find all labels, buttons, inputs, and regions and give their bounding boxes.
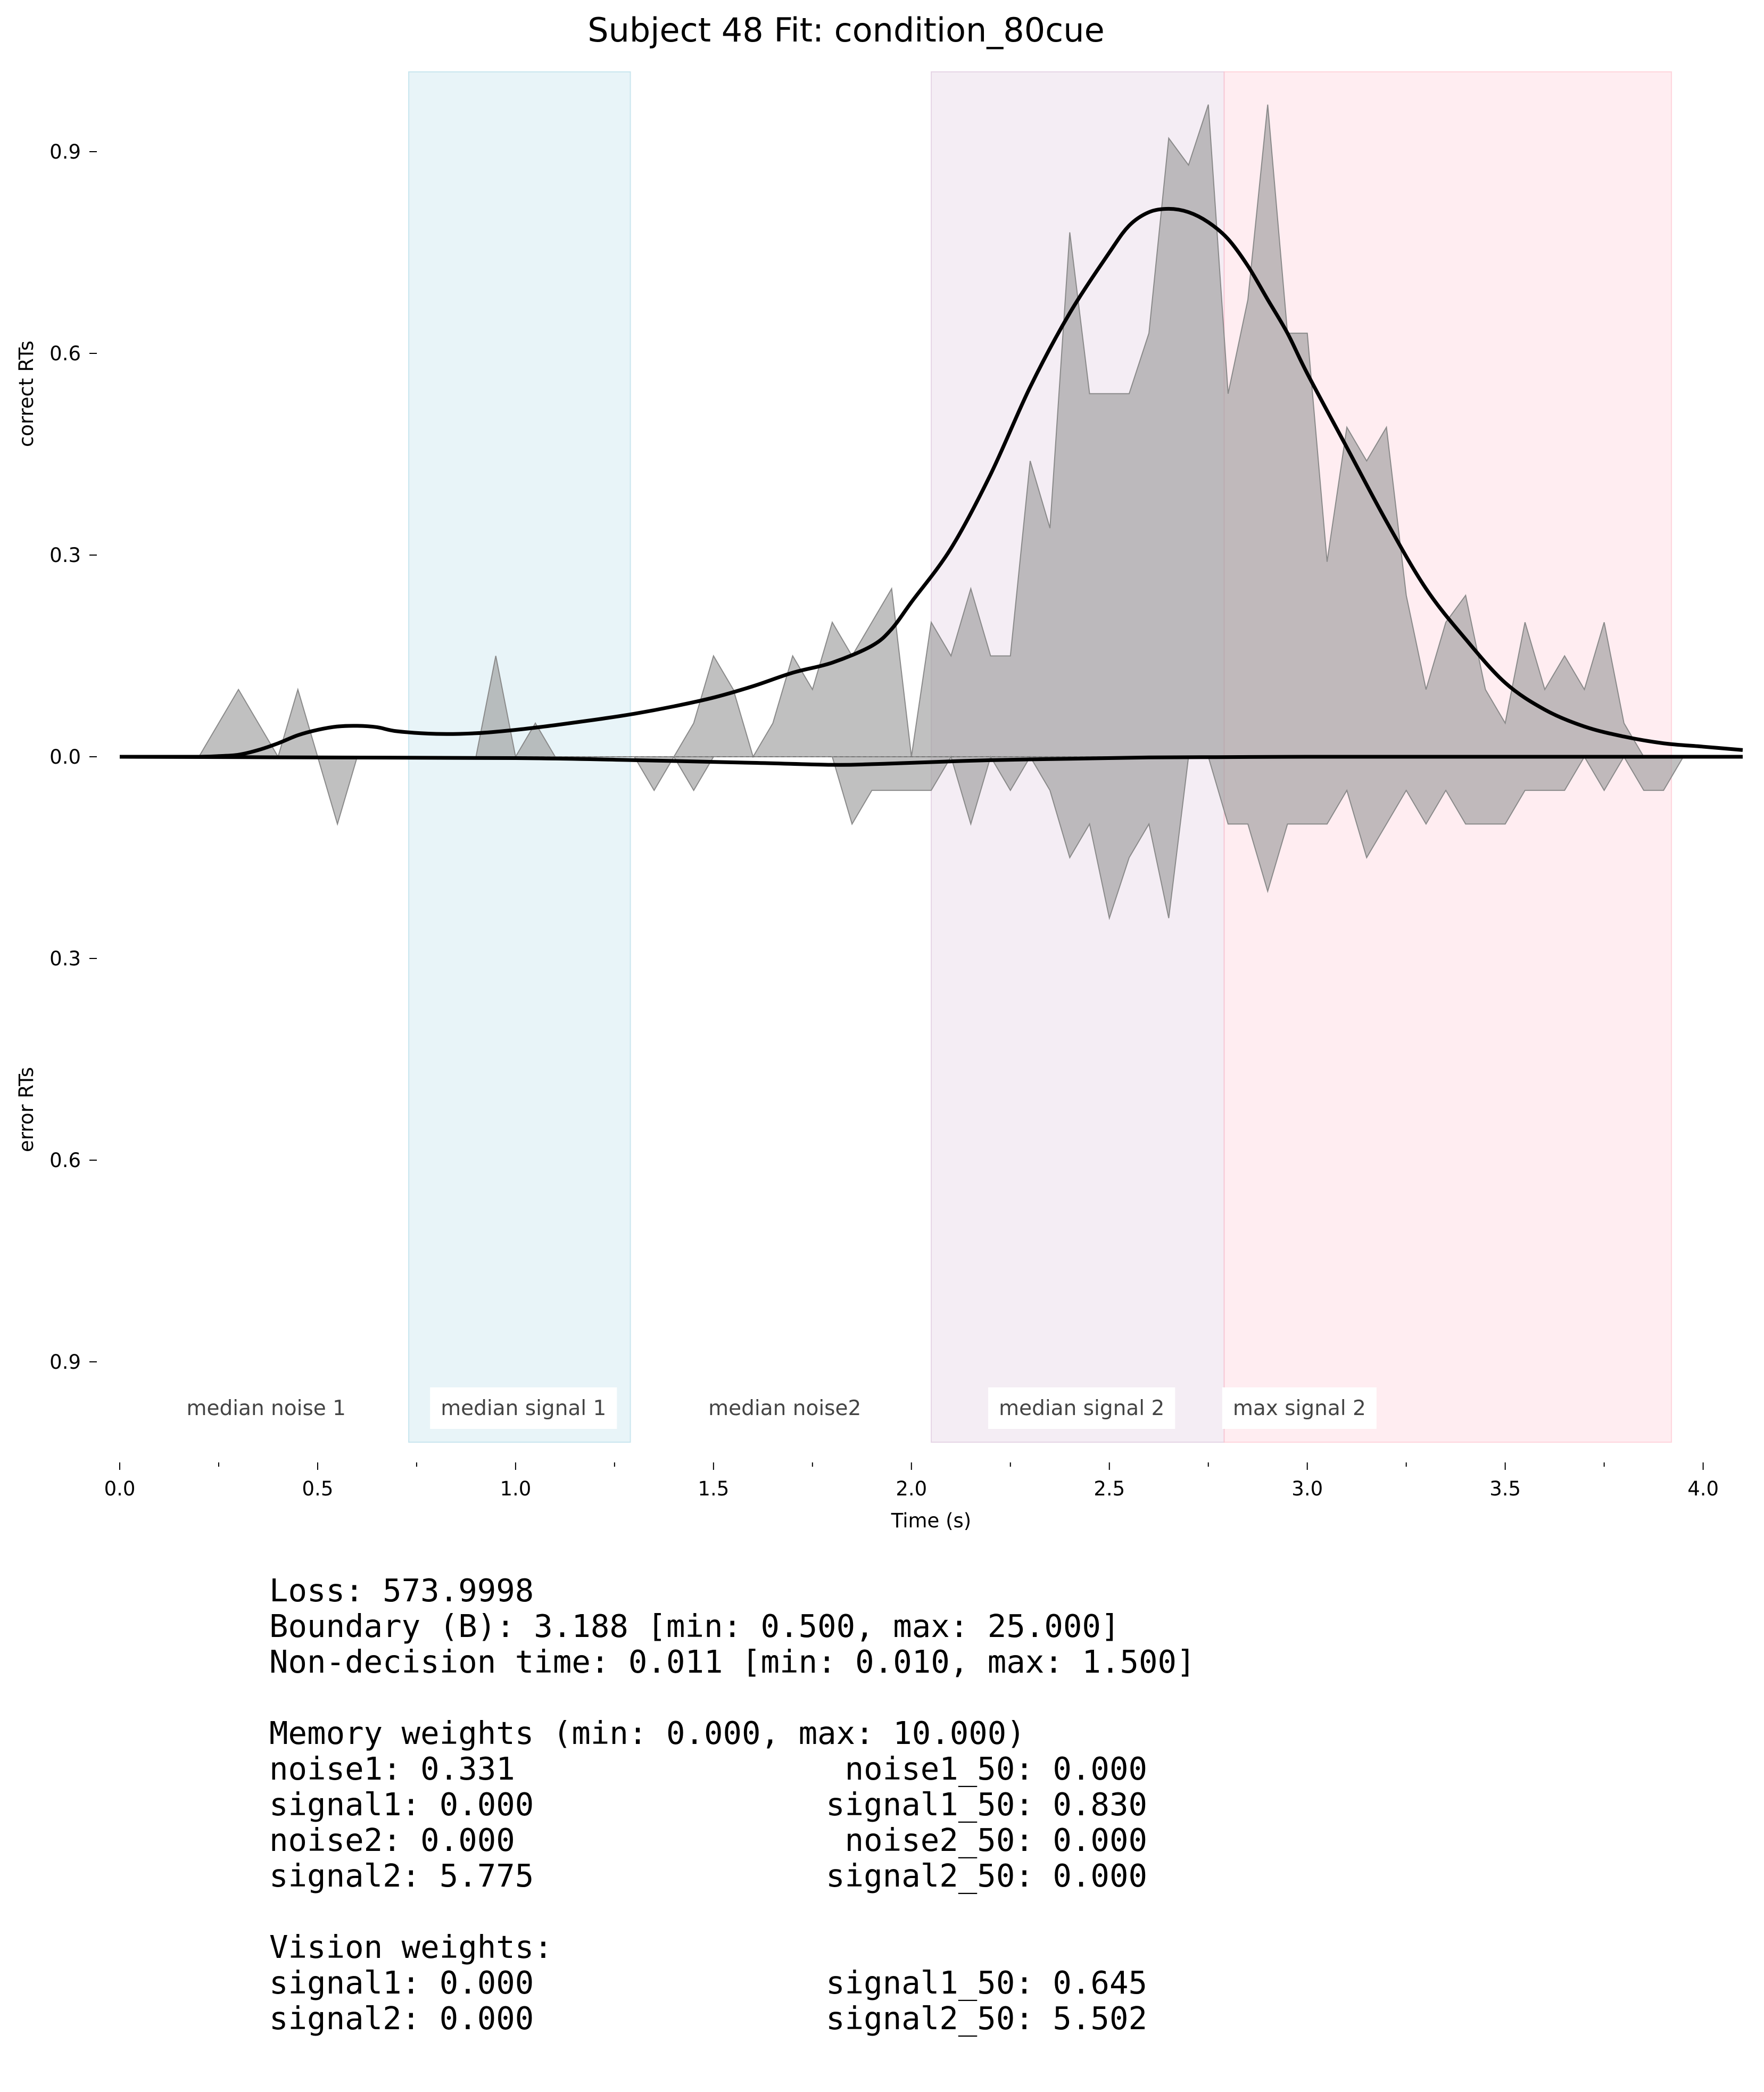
fit-curve-error — [119, 755, 1743, 767]
weight-right: signal1_50: 0.645 — [826, 1964, 1147, 2001]
weight-right: signal2_50: 0.000 — [826, 1857, 1147, 1894]
weight-row: signal1: 0.000 signal1_50: 0.830 — [269, 1787, 1493, 1822]
fit-curve-correct — [120, 206, 1743, 759]
y-tick-label: 0.6 — [49, 342, 81, 365]
weight-left: signal2: 5.775 — [269, 1857, 534, 1894]
region-label-text: median signal 1 — [441, 1396, 606, 1420]
region-label-box — [1222, 1387, 1377, 1429]
weight-row: noise2: 0.000 noise2_50: 0.000 — [269, 1822, 1493, 1858]
fit-layer — [119, 206, 1743, 767]
x-tick-label: 1.0 — [500, 1477, 531, 1500]
region-label-text: median noise2 — [708, 1396, 861, 1420]
chart: Subject 48 Fit: condition_80cue 0.0 0.5 1.… — [15, 11, 1743, 1532]
weight-right: signal1_50: 0.830 — [826, 1786, 1147, 1823]
weight-row: signal2: 0.000 signal2_50: 5.502 — [269, 2000, 1493, 2036]
region-label-text: median noise 1 — [186, 1396, 346, 1420]
y-tick-label: 0.3 — [49, 544, 81, 567]
x-tick-label: 0.5 — [302, 1477, 334, 1500]
region-label-text: max signal 2 — [1233, 1396, 1366, 1420]
region-label-5: max signal 2 — [1222, 1387, 1377, 1429]
weight-left: signal2: 0.000 — [269, 2000, 534, 2037]
weight-left: signal1: 0.000 — [269, 1786, 534, 1823]
y-axis-label-correct: correct RTs — [15, 341, 38, 447]
memory-header: Memory weights (min: 0.000, max: 10.000) — [269, 1715, 1025, 1751]
region-label-box — [988, 1387, 1175, 1429]
weight-right: noise2_50: 0.000 — [844, 1822, 1147, 1858]
weight-left: noise1: 0.331 — [269, 1750, 515, 1787]
weight-left: noise2: 0.000 — [269, 1822, 515, 1858]
y-tick-label: 0.9 — [49, 140, 81, 163]
y-tick-label: 0.9 — [49, 1351, 81, 1374]
region-label-1: median noise 1 — [186, 1396, 346, 1420]
weight-right: noise1_50: 0.000 — [844, 1750, 1147, 1787]
x-tick-label: 0.0 — [104, 1477, 136, 1500]
blank-line — [269, 1893, 1493, 1929]
weight-row: noise1: 0.331 noise1_50: 0.000 — [269, 1751, 1493, 1787]
non-decision-line: Non-decision time: 0.011 [min: 0.010, ma… — [269, 1643, 1196, 1680]
weight-right: signal2_50: 5.502 — [826, 2000, 1147, 2037]
y-tick-label: 0.0 — [49, 746, 81, 768]
histogram-error — [120, 755, 1685, 921]
loss-line: Loss: 573.9998 — [269, 1572, 534, 1609]
boundary-line: Boundary (B): 3.188 [min: 0.500, max: 25… — [269, 1608, 1120, 1644]
weight-left: signal1: 0.000 — [269, 1964, 534, 2001]
x-tick-label: 4.0 — [1687, 1477, 1719, 1500]
region-label-2: median signal 1 — [430, 1387, 617, 1429]
x-tick-label: 3.0 — [1291, 1477, 1323, 1500]
x-tick-label: 3.5 — [1489, 1477, 1521, 1500]
vision-weights: signal1: 0.000 signal1_50: 0.645 signal2: … — [269, 1965, 1493, 2036]
x-tick-label: 1.5 — [698, 1477, 729, 1500]
x-tick-label: 2.0 — [896, 1477, 927, 1500]
x-axis-label: Time (s) — [891, 1509, 971, 1532]
weight-row: signal1: 0.000 signal1_50: 0.645 — [269, 1965, 1493, 2000]
y-tick-label: 0.6 — [49, 1149, 81, 1172]
fit-statistics: Loss: 573.9998 Boundary (B): 3.188 [min:… — [269, 1573, 1493, 2036]
y-axis-label-error: error RTs — [15, 1067, 38, 1152]
region-labels-layer: median noise 1 median signal 1 median nois… — [186, 1387, 1377, 1429]
x-tick-label: 2.5 — [1094, 1477, 1125, 1500]
y-tick-label: 0.3 — [49, 947, 81, 970]
region-label-4: median signal 2 — [988, 1387, 1175, 1429]
region-label-box — [430, 1387, 617, 1429]
region-label-text: median signal 2 — [999, 1396, 1164, 1420]
memory-weights: noise1: 0.331 noise1_50: 0.000 signal1: 0.… — [269, 1751, 1493, 1893]
chart-title: Subject 48 Fit: condition_80cue — [587, 11, 1104, 49]
vision-header: Vision weights: — [269, 1929, 553, 1965]
axes-layer: 0.0 0.5 1.0 1.5 2.0 2.5 3.0 3.5 4.0 0.9 0.6 0.3 0.0 0… — [49, 140, 1719, 1500]
region-label-3: median noise2 — [708, 1396, 861, 1420]
blank-line — [269, 1680, 1493, 1715]
weight-row: signal2: 5.775 signal2_50: 0.000 — [269, 1858, 1493, 1893]
